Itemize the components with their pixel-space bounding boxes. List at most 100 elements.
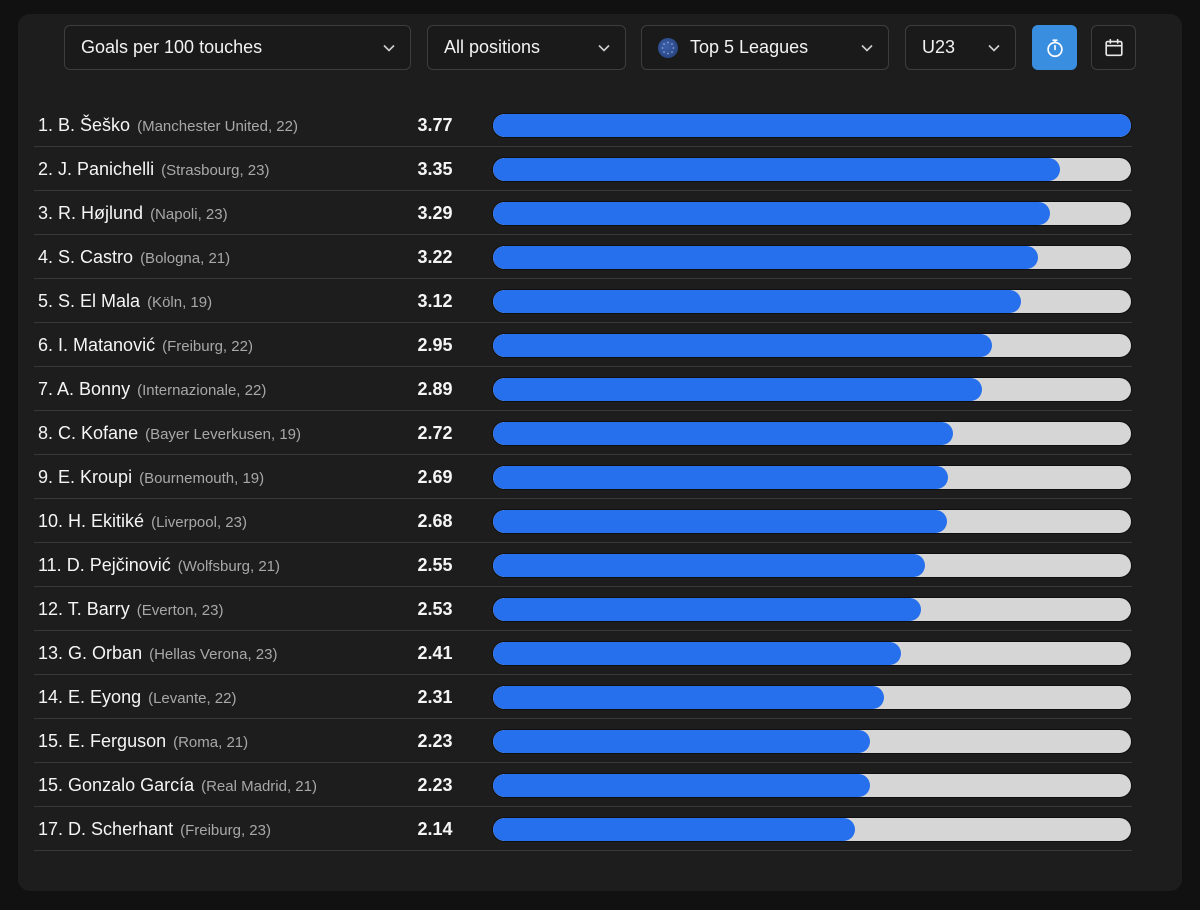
bar: [493, 554, 925, 577]
bar: [493, 158, 1060, 181]
chevron-down-icon: [383, 44, 395, 52]
player-name[interactable]: E. Kroupi: [58, 467, 138, 487]
player-label: 7. A. Bonny (Internazionale, 22): [38, 367, 266, 411]
bar: [493, 730, 870, 753]
player-name[interactable]: R. Højlund: [58, 203, 149, 223]
player-label: 14. E. Eyong (Levante, 22): [38, 675, 236, 719]
value-label: 2.72: [417, 423, 453, 443]
bar-track: [492, 641, 1132, 666]
table-row: 3. R. Højlund (Napoli, 23) 3.29: [34, 191, 1132, 235]
player-name[interactable]: B. Šeško: [58, 115, 136, 135]
player-label: 17. D. Scherhant (Freiburg, 23): [38, 807, 271, 851]
player-name[interactable]: D. Scherhant: [68, 819, 179, 839]
rank-label: 9.: [38, 467, 54, 487]
player-club-age: (Roma, 21): [173, 734, 249, 751]
player-label: 8. C. Kofane (Bayer Leverkusen, 19): [38, 411, 301, 455]
league-select[interactable]: Top 5 Leagues: [641, 25, 889, 70]
player-club-age: (Wolfsburg, 21): [177, 558, 281, 575]
rank-label: 5.: [38, 291, 54, 311]
rank-label: 17.: [38, 819, 64, 839]
position-select-label: All positions: [444, 37, 541, 57]
bar-track: [492, 553, 1132, 578]
value-label: 2.89: [417, 379, 453, 399]
player-name[interactable]: H. Ekitiké: [68, 511, 150, 531]
rank-label: 14.: [38, 687, 64, 707]
player-name[interactable]: G. Orban: [68, 643, 148, 663]
bar-track: [492, 377, 1132, 402]
player-club-age: (Manchester United, 22): [137, 118, 298, 135]
player-label: 13. G. Orban (Hellas Verona, 23): [38, 631, 277, 675]
value-label: 2.23: [417, 731, 453, 751]
age-select[interactable]: U23: [905, 25, 1016, 70]
player-name[interactable]: S. Castro: [58, 247, 139, 267]
player-name[interactable]: Gonzalo García: [68, 775, 200, 795]
player-club-age: (Köln, 19): [147, 294, 213, 311]
player-club-age: (Liverpool, 23): [151, 514, 247, 531]
player-label: 10. H. Ekitiké (Liverpool, 23): [38, 499, 247, 543]
table-row: 6. I. Matanović (Freiburg, 22) 2.95: [34, 323, 1132, 367]
table-row: 12. T. Barry (Everton, 23) 2.53: [34, 587, 1132, 631]
player-name[interactable]: T. Barry: [67, 599, 135, 619]
bar-track: [492, 773, 1132, 798]
player-name[interactable]: D. Pejčinović: [66, 555, 176, 575]
player-label: 11. D. Pejčinović (Wolfsburg, 21): [38, 543, 280, 587]
player-club-age: (Freiburg, 22): [162, 338, 253, 355]
player-name[interactable]: I. Matanović: [58, 335, 161, 355]
bar-track: [492, 817, 1132, 842]
metric-select[interactable]: Goals per 100 touches: [64, 25, 411, 70]
player-club-age: (Internazionale, 22): [137, 382, 267, 399]
globe-icon: [658, 37, 678, 58]
player-club-age: (Freiburg, 23): [180, 822, 271, 839]
player-club-age: (Hellas Verona, 23): [149, 646, 278, 663]
value-label: 2.41: [417, 643, 453, 663]
stopwatch-icon: [1046, 38, 1063, 57]
position-select[interactable]: All positions: [427, 25, 626, 70]
bar: [493, 378, 982, 401]
value-label: 3.12: [417, 291, 453, 311]
rank-label: 10.: [38, 511, 64, 531]
player-label: 3. R. Højlund (Napoli, 23): [38, 191, 228, 235]
player-name[interactable]: C. Kofane: [58, 423, 144, 443]
player-name[interactable]: E. Eyong: [68, 687, 147, 707]
rank-label: 8.: [38, 423, 54, 443]
per-minute-toggle-button[interactable]: [1032, 25, 1077, 70]
bar-track: [492, 729, 1132, 754]
value-label: 2.14: [417, 819, 453, 839]
value-label: 3.77: [417, 115, 453, 135]
bar-track: [492, 201, 1132, 226]
player-name[interactable]: E. Ferguson: [68, 731, 172, 751]
player-club-age: (Strasbourg, 23): [161, 162, 270, 179]
bar: [493, 818, 855, 841]
player-label: 15. E. Ferguson (Roma, 21): [38, 719, 248, 763]
player-label: 5. S. El Mala (Köln, 19): [38, 279, 212, 323]
bar: [493, 202, 1050, 225]
league-select-label: Top 5 Leagues: [690, 37, 809, 57]
rank-label: 13.: [38, 643, 64, 663]
player-name[interactable]: J. Panichelli: [58, 159, 160, 179]
bar-track: [492, 333, 1132, 358]
rank-label: 2.: [38, 159, 54, 179]
table-row: 10. H. Ekitiké (Liverpool, 23) 2.68: [34, 499, 1132, 543]
bar-track: [492, 245, 1132, 270]
player-club-age: (Levante, 22): [148, 690, 237, 707]
player-club-age: (Napoli, 23): [150, 206, 228, 223]
bar: [493, 246, 1038, 269]
table-row: 13. G. Orban (Hellas Verona, 23) 2.41: [34, 631, 1132, 675]
table-row: 5. S. El Mala (Köln, 19) 3.12: [34, 279, 1132, 323]
rank-label: 12.: [38, 599, 64, 619]
player-name[interactable]: S. El Mala: [58, 291, 146, 311]
rank-label: 3.: [38, 203, 54, 223]
bar-track: [492, 421, 1132, 446]
value-label: 3.35: [417, 159, 453, 179]
bar-track: [492, 157, 1132, 182]
value-label: 2.53: [417, 599, 453, 619]
bar: [493, 422, 953, 445]
bar-track: [492, 113, 1132, 138]
season-calendar-button[interactable]: [1091, 25, 1136, 70]
player-club-age: (Everton, 23): [136, 602, 224, 619]
value-label: 2.23: [417, 775, 453, 795]
player-name[interactable]: A. Bonny: [57, 379, 136, 399]
bar-track: [492, 597, 1132, 622]
player-label: 12. T. Barry (Everton, 23): [38, 587, 223, 631]
bar: [493, 686, 884, 709]
